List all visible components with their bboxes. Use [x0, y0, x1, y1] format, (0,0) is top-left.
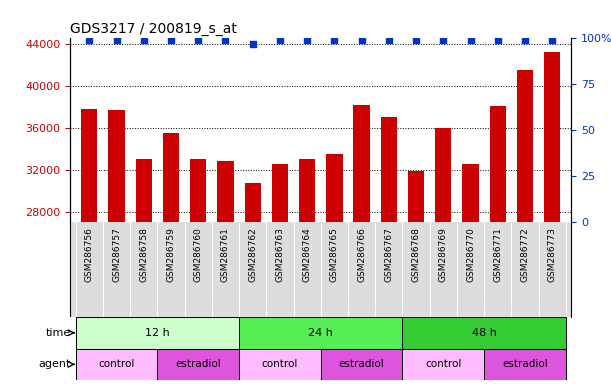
Text: GSM286765: GSM286765 [330, 227, 339, 282]
Bar [326, 154, 343, 384]
Point [84, 37, 94, 43]
Text: GSM286769: GSM286769 [439, 227, 448, 282]
Text: GSM286756: GSM286756 [85, 227, 94, 282]
Point [275, 37, 285, 43]
Bar [163, 133, 179, 384]
Point [411, 37, 421, 43]
Bar [403, 317, 566, 349]
Bar [272, 164, 288, 384]
Bar [239, 349, 321, 380]
Text: GSM286763: GSM286763 [276, 227, 285, 282]
Point [357, 37, 367, 43]
Point [166, 37, 176, 43]
Text: 12 h: 12 h [145, 328, 170, 338]
Text: 24 h: 24 h [309, 328, 333, 338]
Point [520, 37, 530, 43]
Bar [353, 104, 370, 384]
Text: time: time [46, 328, 71, 338]
Text: GSM286764: GSM286764 [302, 227, 312, 282]
Text: estradiol: estradiol [338, 359, 384, 369]
Text: GSM286762: GSM286762 [248, 227, 257, 282]
Bar [299, 159, 315, 384]
Text: GSM286771: GSM286771 [493, 227, 502, 282]
Text: GSM286766: GSM286766 [357, 227, 366, 282]
Text: control: control [98, 359, 135, 369]
Text: GSM286773: GSM286773 [547, 227, 557, 282]
Bar [381, 117, 397, 384]
Point [221, 37, 230, 43]
Point [112, 37, 122, 43]
Text: GSM286760: GSM286760 [194, 227, 203, 282]
Bar [408, 171, 424, 384]
Bar [76, 349, 158, 380]
Point [384, 37, 393, 43]
Text: agent: agent [38, 359, 71, 369]
Point [466, 37, 475, 43]
Bar [321, 349, 403, 380]
Point [302, 37, 312, 43]
Bar [190, 159, 207, 384]
Text: estradiol: estradiol [175, 359, 221, 369]
Text: estradiol: estradiol [502, 359, 548, 369]
Text: control: control [425, 359, 461, 369]
Bar [244, 183, 261, 384]
Bar [489, 106, 506, 384]
Text: GDS3217 / 200819_s_at: GDS3217 / 200819_s_at [70, 22, 237, 36]
Text: GSM286768: GSM286768 [412, 227, 420, 282]
Bar [158, 349, 239, 380]
Bar [517, 70, 533, 384]
Point [439, 37, 448, 43]
Text: GSM286767: GSM286767 [384, 227, 393, 282]
Point [329, 37, 339, 43]
Bar [239, 317, 403, 349]
Bar [435, 127, 452, 384]
Text: GSM286761: GSM286761 [221, 227, 230, 282]
Text: GSM286770: GSM286770 [466, 227, 475, 282]
Text: GSM286757: GSM286757 [112, 227, 121, 282]
Point [493, 37, 503, 43]
Point [248, 41, 258, 47]
Text: GSM286758: GSM286758 [139, 227, 148, 282]
Text: 48 h: 48 h [472, 328, 497, 338]
Bar [136, 159, 152, 384]
Bar [544, 52, 560, 384]
Text: GSM286759: GSM286759 [167, 227, 175, 282]
Bar [76, 317, 239, 349]
Point [193, 37, 203, 43]
Bar [108, 110, 125, 384]
Bar [81, 109, 98, 384]
Bar [218, 161, 233, 384]
Point [547, 37, 557, 43]
Bar [463, 164, 478, 384]
Bar [403, 349, 484, 380]
Text: GSM286772: GSM286772 [521, 227, 530, 282]
Point [139, 37, 148, 43]
Text: control: control [262, 359, 298, 369]
Bar [484, 349, 566, 380]
